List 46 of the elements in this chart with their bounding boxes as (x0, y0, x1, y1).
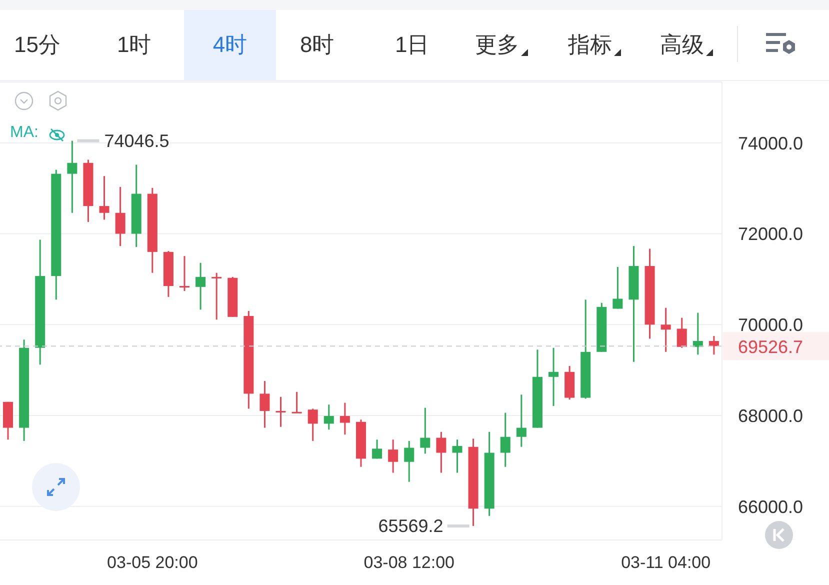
x-tick-label: 03-08 12:00 (364, 553, 455, 572)
candlestick (212, 272, 222, 320)
candlestick (436, 431, 446, 474)
candlestick (404, 440, 414, 483)
candlestick (260, 380, 270, 429)
text: 15分 (14, 31, 60, 59)
y-tick-label: 68000.0 (738, 406, 804, 426)
candlestick (308, 408, 318, 442)
candlestick (548, 347, 559, 407)
candlestick (660, 307, 671, 353)
y-tick-label: 66000.0 (738, 496, 804, 517)
candlestick (372, 438, 382, 460)
candlestick (67, 140, 78, 214)
candlestick (452, 438, 462, 474)
annotation: 74046.5 (104, 130, 170, 151)
annotation: MA: (10, 124, 38, 142)
text: 更多 (475, 31, 519, 59)
text: 4时 (212, 31, 248, 59)
candlestick (340, 402, 350, 436)
candlestick (99, 175, 110, 220)
ref-line-label: 69526.7 (738, 337, 804, 358)
y-tick-label: 74000.0 (738, 133, 804, 154)
candlestick (115, 186, 126, 247)
candlestick (196, 262, 206, 310)
text: 指标 (568, 31, 612, 59)
candlestick (324, 404, 334, 430)
text: 高级 (660, 31, 704, 59)
candlestick (388, 438, 398, 474)
text: 8时 (300, 31, 334, 59)
candlestick (276, 396, 286, 428)
x-tick-label: 03-11 04:00 (621, 553, 711, 572)
y-tick-label: 70000.0 (738, 315, 804, 336)
candlestick (516, 394, 526, 448)
y-tick-label: 72000.0 (738, 224, 804, 244)
candlestick (612, 266, 623, 310)
candlestick (420, 407, 430, 454)
text: 1时 (117, 31, 152, 59)
annotation: 65569.2 (378, 516, 444, 536)
x-tick-label: 03-05 20:00 (107, 553, 198, 572)
candlestick (676, 317, 687, 349)
candlestick (292, 391, 302, 414)
text: 1日 (395, 31, 430, 59)
candlestick (708, 335, 719, 356)
candlestick (500, 412, 510, 468)
candlestick (692, 312, 703, 356)
candlestick (179, 255, 190, 292)
